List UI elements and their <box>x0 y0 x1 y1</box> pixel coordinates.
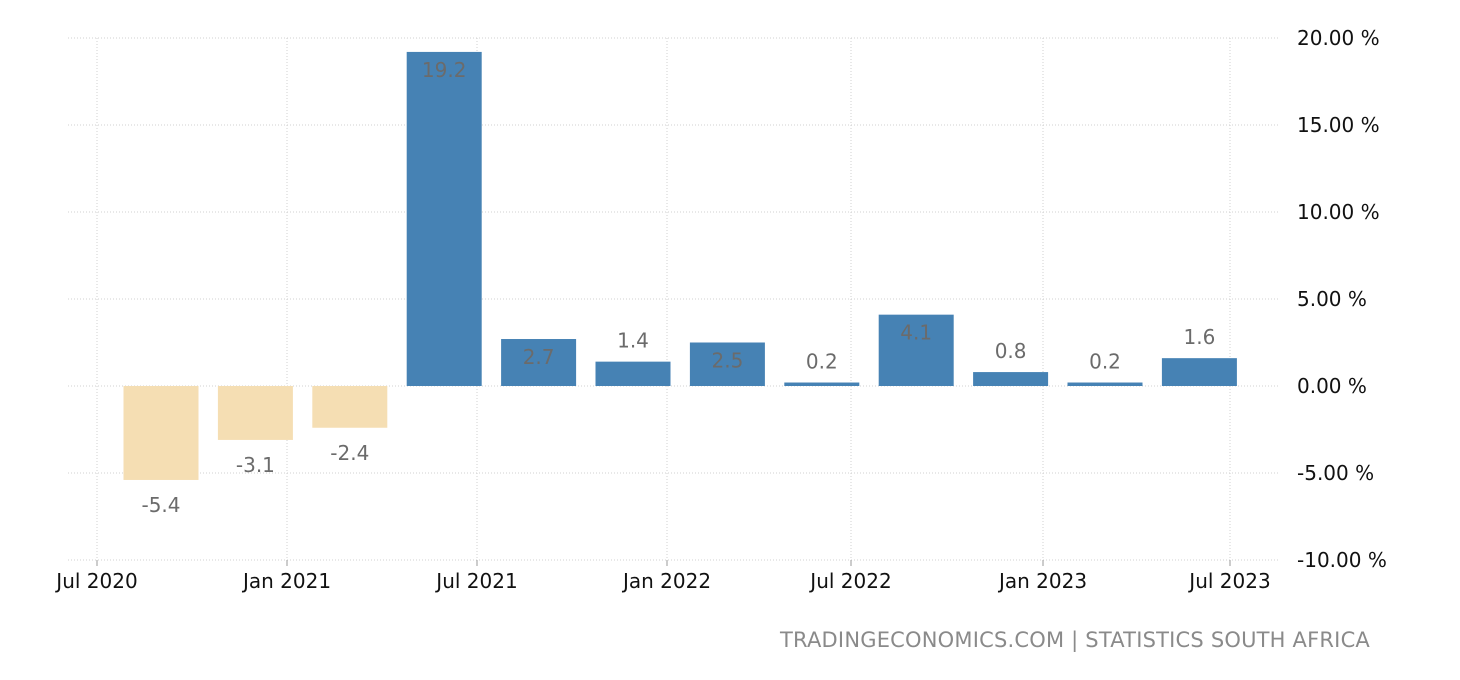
x-axis: Jul 2020 Jan 2021 Jul 2021 Jan 2022 Jul 2022… <box>54 560 1271 593</box>
data-labels: -5.4 -3.1 -2.4 19.2 2.7 1.4 2.5 0.2 4.1 0.8 0.2 1.6 <box>141 58 1215 517</box>
data-label: -2.4 <box>330 441 369 465</box>
x-tick-label: Jul 2020 <box>54 569 137 593</box>
x-tick-label: Jul 2022 <box>808 569 891 593</box>
data-label: 1.4 <box>617 329 649 353</box>
y-tick-label: 20.00 % <box>1297 26 1380 50</box>
bar <box>123 386 199 480</box>
bar <box>878 314 954 386</box>
data-label: 0.8 <box>995 339 1027 363</box>
bar <box>312 386 388 428</box>
data-label: 1.6 <box>1183 325 1215 349</box>
bar <box>1067 382 1143 386</box>
y-tick-label: 0.00 % <box>1297 374 1367 398</box>
bar <box>217 386 293 440</box>
bars <box>123 51 1237 480</box>
bar <box>689 342 765 386</box>
x-tick-label: Jan 2021 <box>241 569 331 593</box>
x-tick-label: Jul 2021 <box>434 569 517 593</box>
y-tick-label: -10.00 % <box>1297 548 1387 572</box>
x-tick-label: Jul 2023 <box>1187 569 1270 593</box>
data-label: -3.1 <box>236 453 275 477</box>
bar <box>595 361 671 386</box>
source-credit: TRADINGECONOMICS.COM | STATISTICS SOUTH … <box>780 628 1370 652</box>
data-label: 2.5 <box>711 349 743 373</box>
bar <box>406 51 482 387</box>
gridlines <box>68 37 1280 561</box>
y-tick-label: 10.00 % <box>1297 200 1380 224</box>
y-tick-label: 15.00 % <box>1297 113 1380 137</box>
bar <box>1161 358 1237 386</box>
bar <box>501 339 577 386</box>
y-axis: 20.00 % 15.00 % 10.00 % 5.00 % 0.00 % -5.00 %… <box>1297 26 1387 572</box>
data-label: 0.2 <box>806 350 838 374</box>
bar <box>973 372 1049 386</box>
data-label: 2.7 <box>523 345 555 369</box>
data-label: 19.2 <box>422 58 467 82</box>
data-label: -5.4 <box>141 493 180 517</box>
x-tick-label: Jan 2023 <box>997 569 1087 593</box>
data-label: 0.2 <box>1089 350 1121 374</box>
y-tick-label: 5.00 % <box>1297 287 1367 311</box>
bar <box>784 382 860 386</box>
x-tick-label: Jan 2022 <box>621 569 711 593</box>
y-tick-label: -5.00 % <box>1297 461 1374 485</box>
data-label: 4.1 <box>900 321 932 345</box>
